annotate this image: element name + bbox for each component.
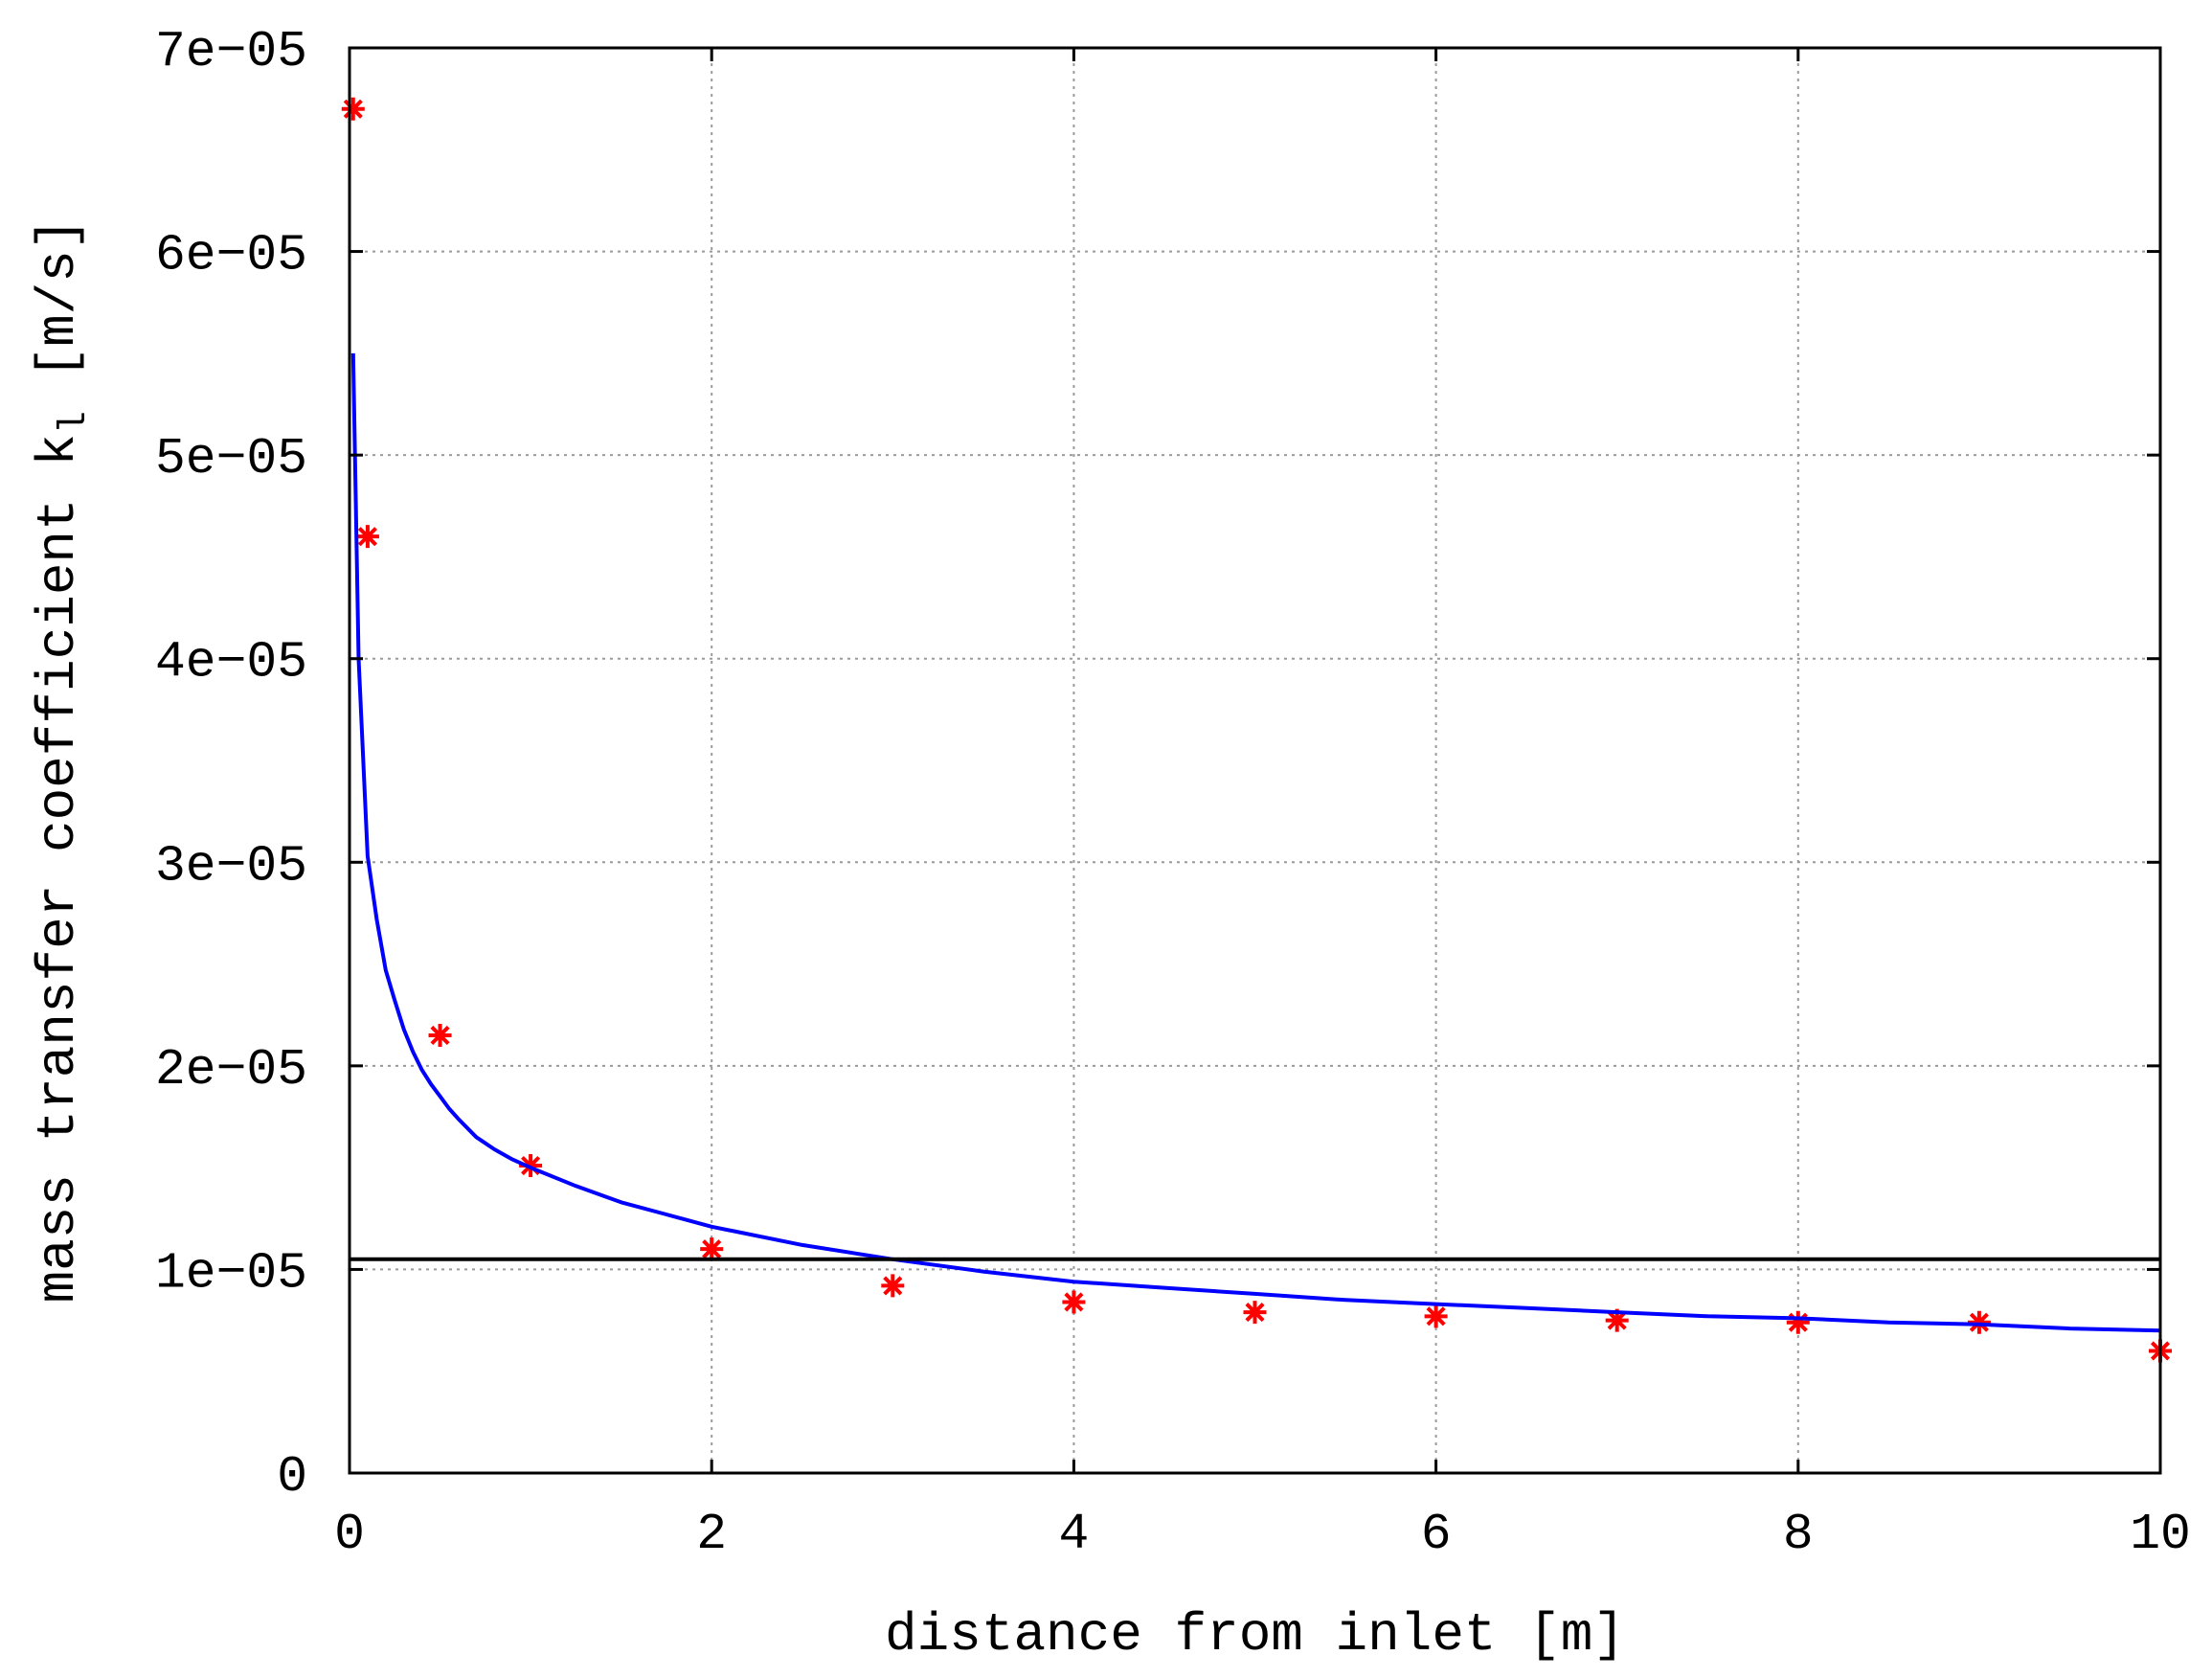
data-point	[1062, 1290, 1086, 1314]
y-axis-title-main: mass transfer coefficient k	[28, 434, 89, 1303]
y-tick-label: 4e−05	[155, 634, 307, 692]
data-point	[1424, 1304, 1448, 1328]
y-tick-label: 1e−05	[155, 1244, 307, 1302]
plot-data	[341, 97, 2172, 1363]
fit-curve	[350, 352, 2161, 1333]
y-tick-label: 6e−05	[155, 227, 307, 284]
x-tick-label: 8	[1783, 1506, 1814, 1563]
y-axis-title: mass transfer coefficient kl [m/s]	[28, 217, 97, 1303]
plot-frame	[348, 46, 2162, 1475]
grid-lines	[350, 48, 2160, 1473]
y-axis-title-unit: [m/s]	[28, 217, 89, 378]
data-point	[428, 1023, 452, 1047]
data-point	[881, 1274, 905, 1298]
x-tick-label: 0	[334, 1506, 365, 1563]
y-tick-label: 5e−05	[155, 430, 307, 488]
data-point	[1605, 1308, 1629, 1332]
data-point	[1243, 1301, 1267, 1325]
y-tick-label: 7e−05	[155, 23, 307, 80]
x-tick-label: 2	[696, 1506, 727, 1563]
y-tick-label: 3e−05	[155, 837, 307, 895]
x-axis-title: distance from inlet [m]	[885, 1604, 1625, 1666]
x-tick-label: 4	[1058, 1506, 1089, 1563]
y-axis-title-subscript: l	[54, 411, 97, 434]
x-tick-label: 10	[2130, 1506, 2191, 1563]
y-axis-title-space	[28, 379, 89, 412]
data-point	[355, 525, 379, 549]
x-tick-label: 6	[1421, 1506, 1452, 1563]
data-point	[341, 97, 365, 121]
y-tick-label: 2e−05	[155, 1041, 307, 1099]
measured-points	[341, 97, 2172, 1363]
y-tick-label: 0	[277, 1448, 307, 1506]
data-point	[1967, 1310, 1991, 1334]
axis-ticks	[348, 46, 2162, 1475]
x-axis-tick-labels: 0 2 4 6 8 10	[334, 1506, 2191, 1563]
y-axis-tick-labels: 0 1e−05 2e−05 3e−05 4e−05 5e−05 6e−05 7e−05	[155, 23, 307, 1506]
data-point	[700, 1237, 724, 1261]
data-point	[1786, 1310, 1810, 1334]
